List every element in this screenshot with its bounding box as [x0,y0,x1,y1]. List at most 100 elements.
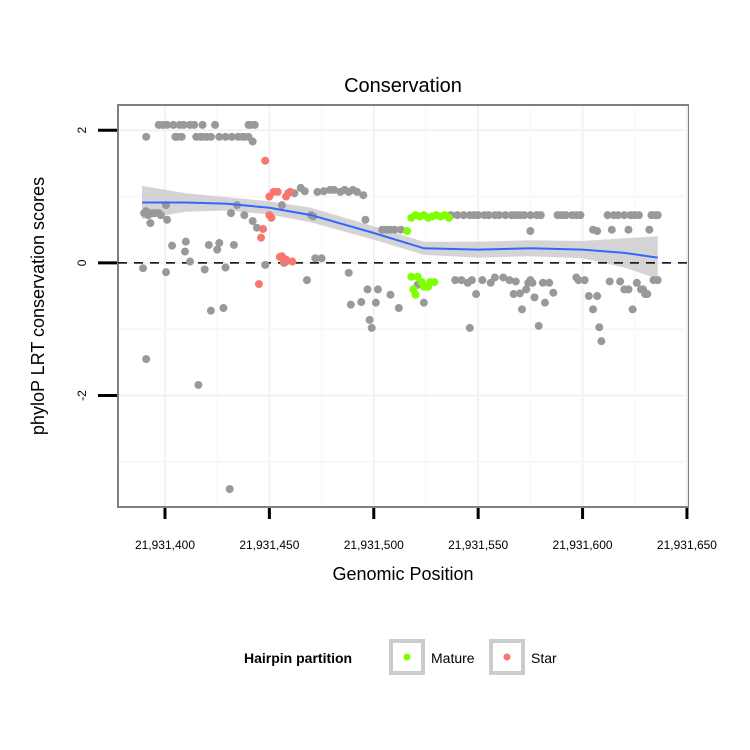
point-other [353,187,362,196]
y-axis-title: phyloP LRT conservation scores [28,177,48,435]
point-other [467,276,476,285]
point-other [396,225,405,234]
point-other [453,211,462,220]
point-other [313,187,322,196]
point-other [394,303,403,312]
point-other [536,211,545,220]
point-other [139,264,148,273]
legend-label-star: Star [531,650,557,666]
point-other [628,305,637,314]
point-other [200,265,209,274]
point-other [146,219,155,228]
point-other [419,298,428,307]
point-other [511,277,520,286]
point-other [595,323,604,332]
point-other [221,263,230,272]
point-other [211,120,220,129]
point-other [252,223,261,232]
point-other [576,211,585,220]
point-other [302,276,311,285]
point-other [168,241,177,250]
point-other [632,278,641,287]
point-other [190,120,199,129]
axes: 21,931,400 21,931,450 21,931,500 21,931,550… [75,127,717,552]
point-other [545,278,554,287]
point-other [643,290,652,299]
point-star [288,257,297,266]
point-other [653,211,662,220]
point-other [518,305,527,314]
point-other [593,227,602,236]
point-star [286,187,295,196]
point-other [589,305,597,314]
point-other [357,298,366,307]
point-other [580,276,589,285]
point-other [484,211,493,220]
point-other [226,209,235,218]
confidence-band [142,185,658,279]
y-tick-label: 0 [75,259,89,266]
x-tick-label: 21,931,650 [657,538,717,552]
point-other [198,120,207,129]
point-other [240,211,249,220]
point-other [162,268,171,277]
point-other [528,278,537,287]
point-other [311,254,320,263]
point-other [465,323,474,332]
point-other [390,225,399,234]
point-other [597,337,606,346]
point-other [522,285,531,294]
point-other [607,225,616,234]
point-other [605,277,614,286]
point-mature [403,227,412,236]
point-other [561,211,570,220]
point-other [474,211,483,220]
y-tick-label: 2 [75,127,89,134]
point-other [181,247,190,256]
point-other [540,298,549,307]
point-other [169,120,178,129]
point-other [515,289,524,298]
point-other [206,306,215,315]
point-other [620,211,629,220]
point-mature [430,278,439,287]
point-other [250,120,259,129]
point-other [163,215,172,224]
smooth-trend-line [142,201,658,259]
point-other [624,225,633,234]
point-other [156,211,165,220]
point-other [225,485,234,494]
point-other [472,290,481,299]
point-other [653,276,662,285]
point-other [204,240,213,249]
point-other [219,303,228,312]
y-tick-label: -2 [75,390,89,401]
point-other [614,211,623,220]
point-other [499,273,508,282]
point-other [371,298,380,307]
point-other [538,278,547,287]
point-other [277,201,286,210]
point-other [495,211,504,220]
point-other [451,276,460,285]
point-other [215,238,224,247]
point-star [254,280,263,289]
point-other [142,132,151,141]
point-other [645,225,654,234]
point-star [267,213,276,222]
point-other [501,211,510,220]
point-other [359,191,368,200]
point-mature [444,213,453,222]
legend-dot-star [503,653,511,661]
point-other [365,315,374,324]
point-star [273,187,282,196]
x-tick-label: 21,931,450 [239,538,299,552]
point-other [574,276,583,285]
point-other [478,276,487,285]
point-other [386,290,395,299]
point-other [206,132,215,141]
point-other [186,257,195,266]
point-other [248,217,257,226]
point-star [257,233,266,242]
